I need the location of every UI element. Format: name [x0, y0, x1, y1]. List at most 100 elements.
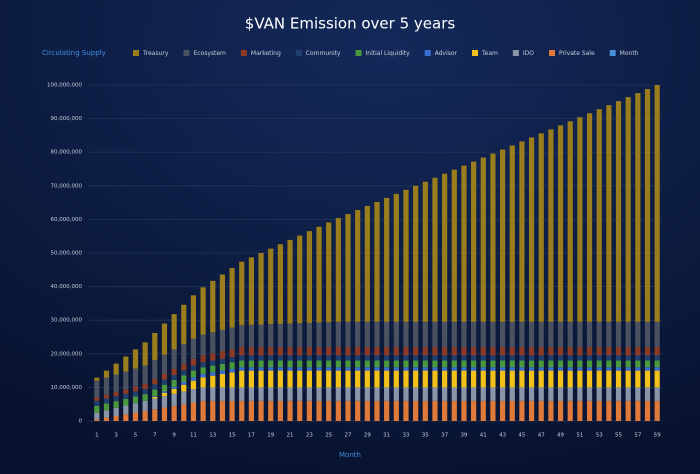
legend-swatch — [355, 50, 362, 56]
bar-segment — [471, 347, 477, 356]
bar-segment — [393, 321, 399, 348]
bar-segment — [326, 222, 332, 323]
legend-swatch — [240, 50, 247, 56]
bar-segment — [229, 268, 235, 328]
bar-segment — [374, 201, 380, 322]
bar-segment — [171, 380, 177, 387]
bar-segment — [548, 367, 554, 371]
bar-segment — [635, 355, 641, 361]
x-tick-label: 47 — [538, 433, 545, 439]
bar-segment — [268, 367, 274, 371]
x-tick-label: 13 — [209, 433, 216, 439]
bar-segment — [364, 205, 370, 322]
bar-segment — [393, 355, 399, 361]
bar-segment — [210, 280, 216, 333]
bar-segment — [403, 370, 409, 388]
bar-segment — [306, 387, 312, 401]
bar-segment — [219, 329, 226, 352]
bar-segment — [113, 374, 119, 393]
bar-segment — [152, 398, 158, 410]
bar-segment — [123, 389, 129, 394]
bar-segment — [644, 321, 651, 348]
bar-segment — [190, 295, 197, 339]
bar-segment — [239, 400, 245, 421]
bar-segment — [345, 387, 351, 401]
bar-segment — [103, 410, 110, 418]
x-tick-label: 11 — [190, 433, 197, 439]
bar-segment — [596, 360, 602, 368]
bar-segment — [364, 347, 370, 356]
bar-segment — [393, 370, 399, 388]
bar-segment — [403, 321, 409, 348]
bar-segment — [413, 321, 419, 348]
bar-segment — [625, 360, 631, 368]
bar-segment — [239, 347, 245, 356]
bar-segment — [557, 321, 564, 348]
bar-segment — [615, 101, 622, 322]
bar-segment — [403, 347, 409, 356]
bar-segment — [374, 347, 380, 356]
y-tick-label: 20,000,000 — [51, 351, 83, 357]
bar-segment — [181, 375, 187, 383]
bar-segment — [490, 367, 496, 371]
bar-segment — [326, 370, 332, 388]
bar-segment — [451, 169, 457, 322]
bar-segment — [606, 321, 612, 348]
bar-segment — [548, 129, 554, 322]
bar-segment — [461, 370, 467, 388]
bar-segment — [200, 362, 206, 368]
y-tick-label: 90,000,000 — [51, 116, 83, 122]
bar-segment — [152, 379, 158, 385]
bar-segment — [239, 261, 245, 326]
bar-segment — [519, 355, 525, 361]
bar-segment — [615, 347, 622, 356]
bar-segment — [461, 321, 467, 348]
bar-segment — [538, 387, 544, 401]
bar-segment — [219, 351, 226, 359]
bar-segment — [596, 109, 602, 322]
bar-segment — [499, 347, 506, 356]
bar-segment — [190, 338, 197, 359]
bar-segment — [654, 387, 660, 401]
bar-segment — [374, 370, 380, 388]
bar-segment — [94, 397, 100, 401]
bar-segment — [393, 193, 399, 322]
bar-segment — [384, 387, 390, 401]
bar-segment — [306, 370, 312, 388]
bar-segment — [538, 367, 544, 371]
x-tick-label: 29 — [364, 433, 371, 439]
bar-segment — [471, 370, 477, 388]
bar-segment — [451, 321, 457, 348]
bar-segment — [625, 347, 631, 356]
bar-segment — [471, 321, 477, 348]
x-tick-label: 19 — [267, 433, 274, 439]
bar-segment — [132, 396, 139, 404]
bar-segment — [297, 347, 303, 356]
bar-segment — [644, 367, 651, 371]
bar-segment — [480, 370, 486, 388]
bar-segment — [442, 370, 448, 388]
bar-segment — [480, 387, 486, 401]
bar-segment — [442, 367, 448, 371]
bar-segment — [248, 257, 255, 325]
bar-segment — [355, 400, 361, 421]
bar-segment — [625, 367, 631, 371]
bar-segment — [306, 355, 312, 361]
bar-segment — [171, 368, 177, 375]
bar-segment — [277, 400, 283, 421]
bar-segment — [625, 321, 631, 348]
bar-segment — [364, 321, 370, 348]
x-tick-label: 31 — [383, 433, 390, 439]
x-tick-label: 37 — [441, 433, 448, 439]
bar-segment — [509, 387, 515, 401]
bar-segment — [471, 360, 477, 368]
bar-segment — [287, 347, 293, 356]
bar-segment — [586, 355, 593, 361]
bar-segment — [103, 377, 110, 395]
bar-segment — [432, 321, 438, 348]
bar-segment — [384, 355, 390, 361]
bar-segment — [161, 392, 168, 397]
bar-segment — [393, 360, 399, 368]
bar-segment — [615, 400, 622, 421]
bar-segment — [519, 321, 525, 348]
